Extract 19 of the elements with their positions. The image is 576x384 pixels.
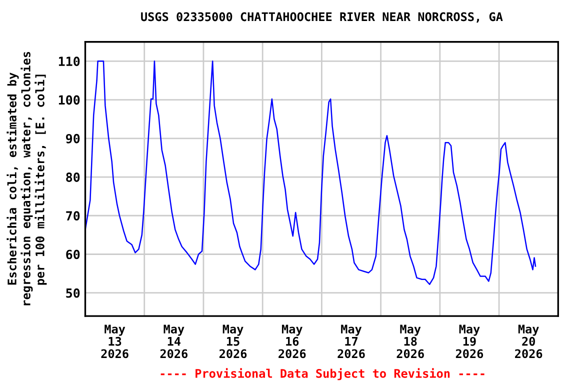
x-tick-label: May 19 2026 bbox=[456, 324, 484, 358]
y-tick-label: 90 bbox=[66, 134, 80, 144]
y-tick-label: 110 bbox=[58, 56, 80, 66]
x-tick-label: May 17 2026 bbox=[338, 324, 365, 358]
x-tick-label: May 16 2026 bbox=[278, 324, 306, 358]
x-tick-label: May 14 2026 bbox=[160, 324, 188, 358]
y-tick-label: 50 bbox=[66, 288, 80, 298]
chart-title: USGS 02335000 CHATTAHOOCHEE RIVER NEAR NORCROSS, GA bbox=[141, 12, 503, 23]
x-tick-label: May 18 2026 bbox=[396, 324, 424, 358]
y-axis-title: Escherichia coli, estimated by regression equation, water, colonies per 100 milliliters, [E. coli] bbox=[6, 52, 47, 306]
x-tick-label: May 15 2026 bbox=[219, 324, 247, 358]
y-tick-label: 100 bbox=[58, 95, 80, 105]
x-tick-label: May 20 2026 bbox=[515, 324, 542, 358]
text: ---- Provisional Data Subject to Revision ---- bbox=[160, 368, 484, 380]
x-tick-label: May 13 2026 bbox=[101, 324, 128, 358]
y-tick-label: 80 bbox=[66, 172, 80, 182]
y-tick-label: 60 bbox=[66, 250, 80, 260]
line-series bbox=[85, 60, 536, 285]
y-tick-label: 70 bbox=[66, 211, 80, 221]
